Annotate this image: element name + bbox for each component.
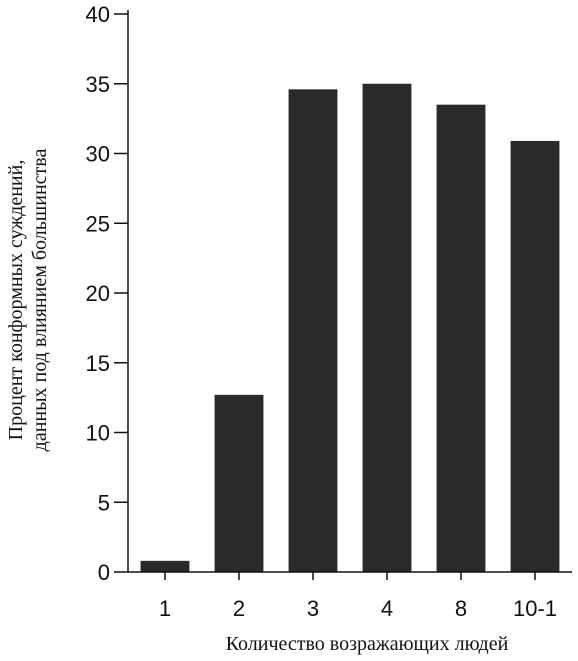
x-tick-label: 1 <box>159 596 171 621</box>
y-tick-label: 0 <box>98 560 110 585</box>
x-tick-label: 10-1 <box>513 596 557 621</box>
bar-10-1 <box>510 140 560 572</box>
y-ticks-group: 0 5 10 15 20 25 30 35 40 <box>86 2 128 585</box>
x-tick-label: 8 <box>455 596 467 621</box>
y-tick-label: 5 <box>98 490 110 515</box>
y-tick-label: 35 <box>86 72 110 97</box>
bars-group <box>140 83 560 573</box>
y-axis-title: Процент конформных суждений, данных под … <box>5 149 51 452</box>
y-tick-label: 30 <box>86 142 110 167</box>
x-tick-label: 2 <box>233 596 245 621</box>
bar-3 <box>288 89 338 572</box>
x-tick-label: 3 <box>307 596 319 621</box>
bar-8 <box>436 104 486 573</box>
y-tick-label: 40 <box>86 2 110 27</box>
x-tick-label: 4 <box>381 596 393 621</box>
y-tick-label: 15 <box>86 351 110 376</box>
y-axis-title-line-2: данных под влиянием большинства <box>29 149 51 452</box>
y-tick-label: 20 <box>86 281 110 306</box>
bar-4 <box>362 83 412 572</box>
y-tick-label: 25 <box>86 211 110 236</box>
y-tick-label: 10 <box>86 421 110 446</box>
x-axis-title: Количество возражающих людей <box>226 633 509 655</box>
bar-2 <box>214 394 264 572</box>
bar-1 <box>140 560 190 572</box>
y-axis-title-line-1: Процент конформных суждений, <box>5 160 27 441</box>
x-ticks-group: 1 2 3 4 8 10-1 <box>159 572 557 621</box>
